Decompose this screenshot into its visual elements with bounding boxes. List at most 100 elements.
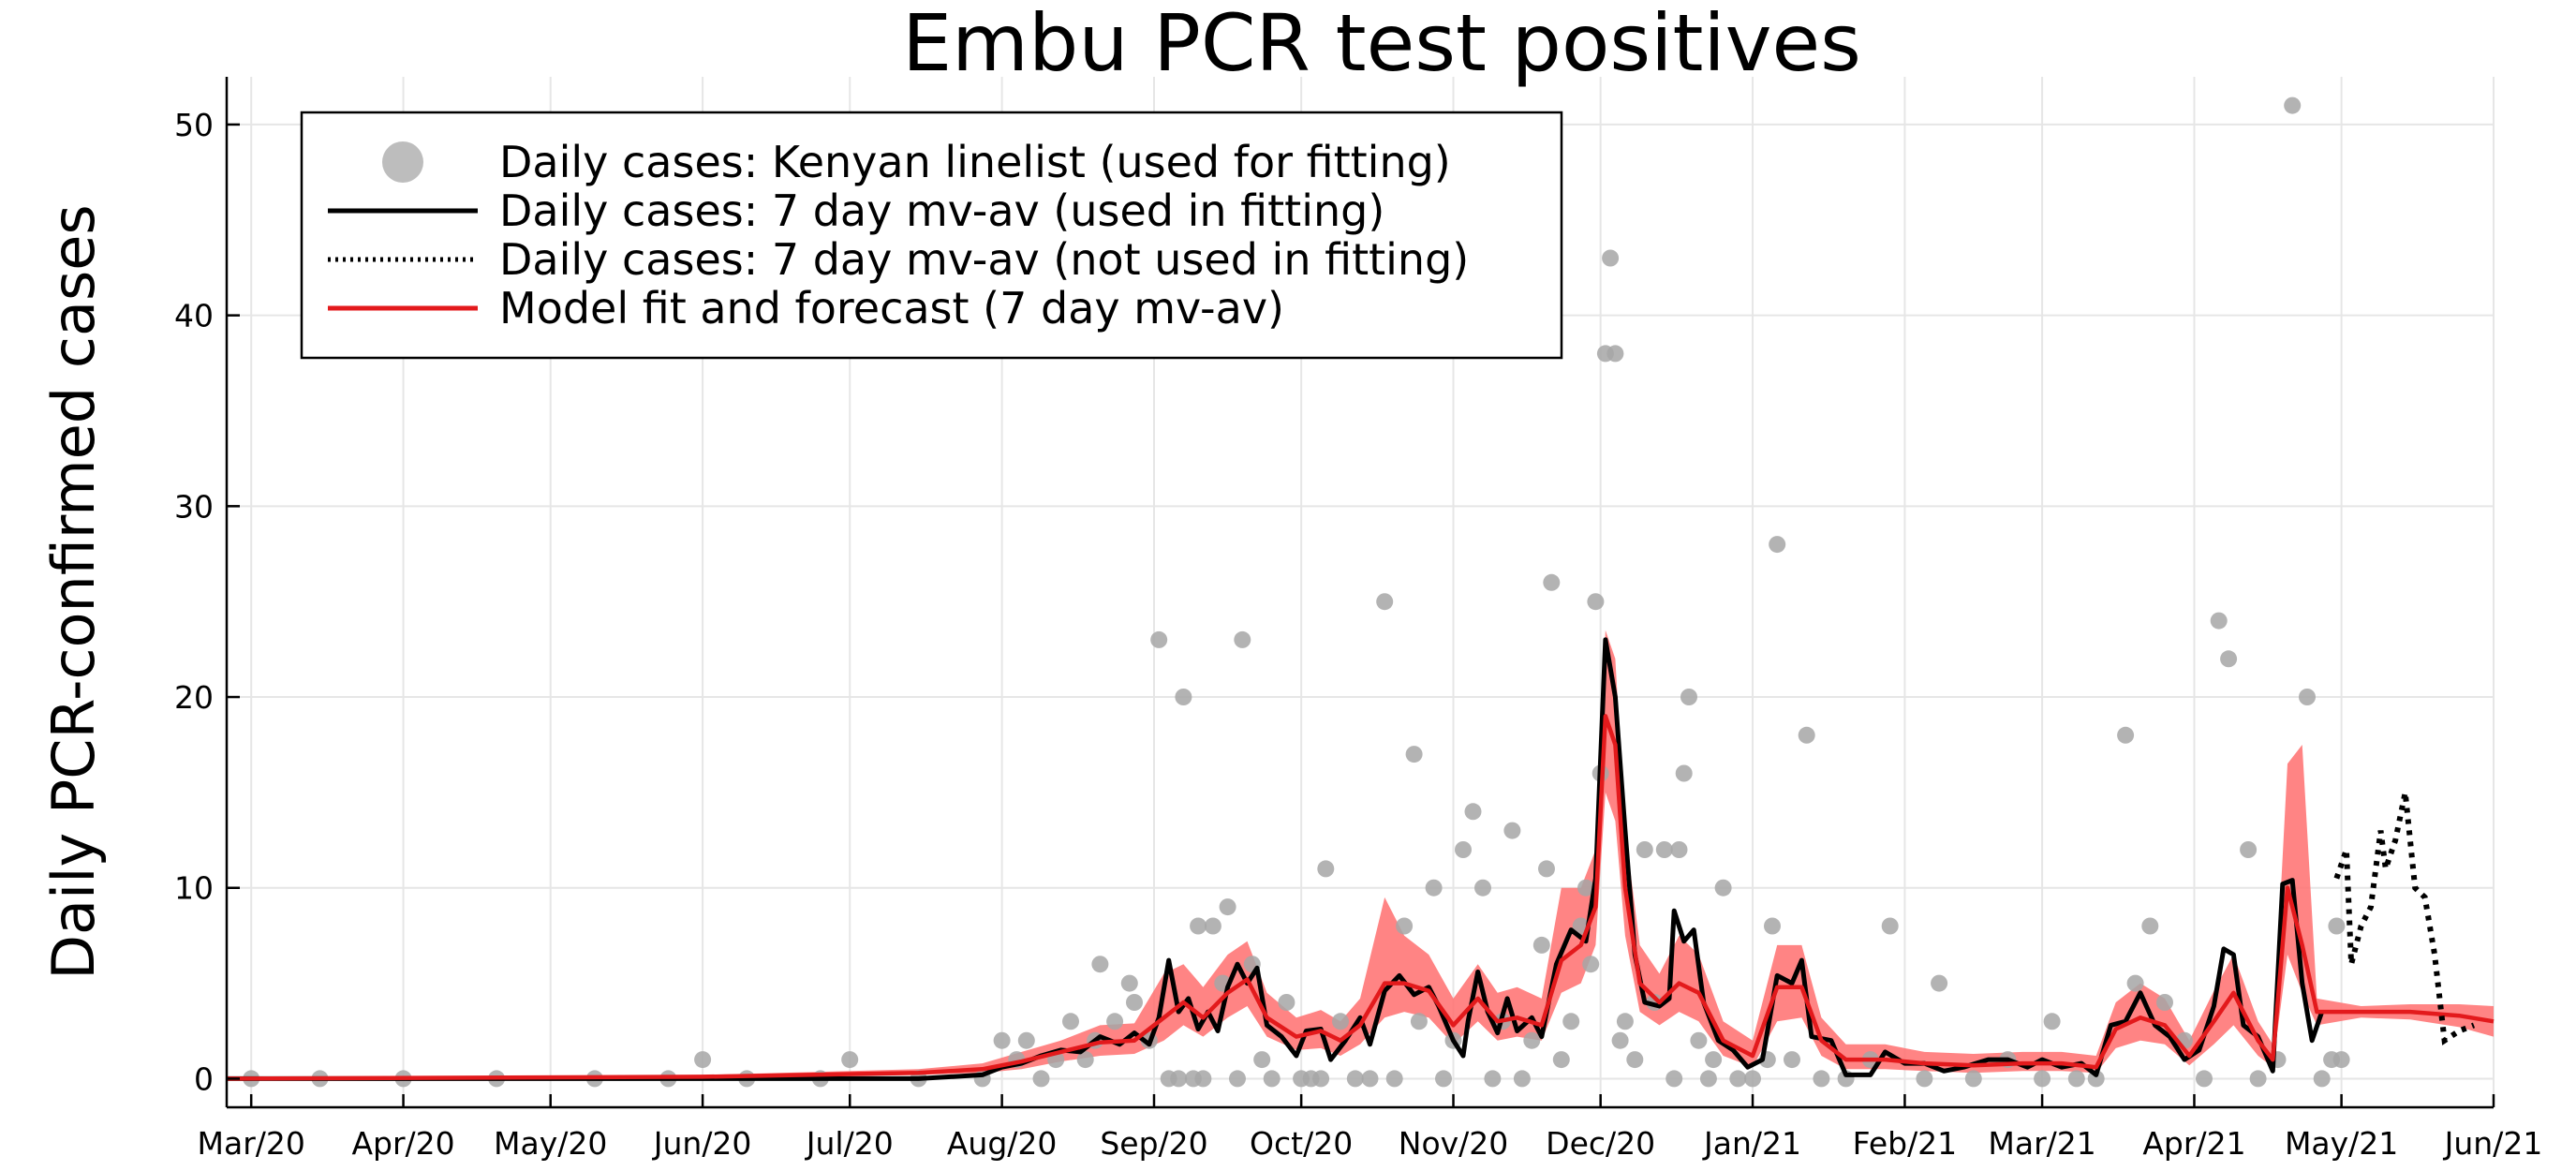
daily-case-point	[1120, 974, 1138, 992]
y-tick-label: 30	[174, 488, 214, 525]
daily-case-point	[1769, 536, 1786, 554]
x-tick-label: Aug/20	[947, 1125, 1058, 1162]
daily-case-point	[2196, 1070, 2213, 1088]
daily-case-point	[2332, 1051, 2350, 1069]
legend-label-model: Model fit and forecast (7 day mv-av)	[499, 283, 1284, 334]
daily-case-point	[1513, 1070, 1531, 1088]
daily-case-point	[1602, 249, 1620, 267]
x-tick-label: Jul/20	[805, 1125, 894, 1162]
chart-title: Embu PCR test positives	[902, 0, 1861, 89]
daily-case-point	[1062, 1013, 1079, 1030]
tick-labels: 0 10 20 30 40 50 Mar/20 Apr/20 May/20 Jun/20 Jul/2…	[174, 107, 2542, 1162]
daily-case-point	[1562, 1013, 1580, 1030]
daily-case-point	[1346, 1070, 1364, 1088]
daily-case-point	[1106, 1013, 1124, 1030]
y-axis-label: Daily PCR-confirmed cases	[39, 204, 108, 979]
daily-case-point	[1194, 1070, 1212, 1088]
x-tick-label: Feb/21	[1853, 1125, 1958, 1162]
daily-case-point	[1091, 956, 1109, 973]
daily-case-point	[1552, 1051, 1570, 1069]
daily-case-point	[1376, 593, 1394, 611]
daily-case-point	[1385, 1070, 1403, 1088]
model-fit-line	[226, 714, 2495, 1081]
daily-case-point	[841, 1051, 859, 1069]
x-tick-label: Nov/20	[1399, 1125, 1509, 1162]
daily-case-point	[2240, 841, 2258, 858]
daily-case-point	[1606, 345, 1624, 363]
daily-case-point	[1714, 879, 1732, 897]
daily-case-point	[1744, 1070, 1761, 1088]
daily-case-point	[1699, 1070, 1717, 1088]
daily-case-point	[1523, 1031, 1541, 1049]
daily-case-point	[1170, 1070, 1188, 1088]
daily-case-point	[1278, 994, 1295, 1011]
legend-label-mvav-fitting: Daily cases: 7 day mv-av (used in fittin…	[499, 185, 1384, 236]
daily-case-point	[1798, 726, 1815, 744]
x-tick-label: May/21	[2285, 1125, 2398, 1162]
daily-case-point	[1532, 936, 1550, 954]
daily-case-point	[1626, 1051, 1644, 1069]
series-lines	[226, 637, 2495, 1081]
daily-case-point	[1666, 1070, 1683, 1088]
daily-case-point	[1964, 1070, 1982, 1088]
daily-case-point	[1611, 1031, 1629, 1049]
daily-case-point	[694, 1051, 712, 1069]
mvav-not-fitting-line	[2333, 792, 2476, 1045]
daily-case-point	[1017, 1031, 1035, 1049]
daily-case-point	[2126, 974, 2144, 992]
daily-case-point	[1582, 956, 1600, 973]
x-tick-label: Jun/20	[652, 1125, 752, 1162]
daily-case-point	[1410, 1013, 1428, 1030]
axes	[225, 77, 2495, 1109]
daily-case-point	[1425, 879, 1443, 897]
y-tick-label: 20	[174, 679, 214, 716]
daily-case-point	[1126, 994, 1143, 1011]
daily-case-point	[1636, 841, 1653, 858]
x-tick-label: Mar/20	[198, 1125, 305, 1162]
daily-case-point	[2328, 917, 2346, 935]
y-tick-label: 10	[174, 870, 214, 907]
x-tick-label: Dec/20	[1546, 1125, 1655, 1162]
y-tick-label: 0	[194, 1060, 214, 1097]
x-tick-label: Oct/20	[1250, 1125, 1353, 1162]
daily-case-point	[1729, 1070, 1747, 1088]
daily-case-point	[1543, 573, 1561, 591]
daily-case-point	[1361, 1070, 1379, 1088]
x-tick-label: Apr/21	[2142, 1125, 2245, 1162]
daily-case-point	[1032, 1070, 1050, 1088]
daily-case-point	[1253, 1051, 1271, 1069]
daily-case-point	[2210, 612, 2228, 630]
x-tick-label: Mar/21	[1988, 1125, 2095, 1162]
daily-case-point	[2034, 1070, 2051, 1088]
daily-case-point	[993, 1031, 1011, 1049]
daily-case-point	[1813, 1070, 1830, 1088]
daily-case-point	[1405, 746, 1423, 763]
legend-marker-daily-points	[382, 141, 423, 183]
daily-case-point	[1175, 689, 1192, 705]
daily-case-point	[1219, 898, 1236, 916]
legend-box	[300, 111, 1563, 360]
daily-case-point	[2313, 1070, 2331, 1088]
daily-case-point	[1690, 1031, 1708, 1049]
daily-case-point	[1538, 860, 1555, 878]
daily-case-point	[1435, 1070, 1452, 1088]
daily-case-point	[2299, 689, 2316, 705]
daily-case-point	[1474, 879, 1491, 897]
daily-case-point	[2284, 96, 2302, 114]
daily-case-point	[1670, 841, 1688, 858]
daily-case-point	[1312, 1070, 1330, 1088]
daily-case-point	[2249, 1070, 2267, 1088]
daily-case-point	[1705, 1051, 1723, 1069]
x-tick-label: Jun/21	[2443, 1125, 2543, 1162]
daily-case-point	[2141, 917, 2159, 935]
y-tick-label: 50	[174, 107, 214, 143]
x-tick-label: Apr/20	[351, 1125, 454, 1162]
daily-case-point	[1931, 974, 1948, 992]
daily-case-point	[1680, 689, 1697, 705]
daily-case-point	[1190, 917, 1207, 935]
x-tick-label: Jan/21	[1702, 1125, 1801, 1162]
daily-case-point	[1484, 1070, 1502, 1088]
x-tick-label: May/20	[494, 1125, 607, 1162]
daily-case-point	[1234, 630, 1251, 648]
